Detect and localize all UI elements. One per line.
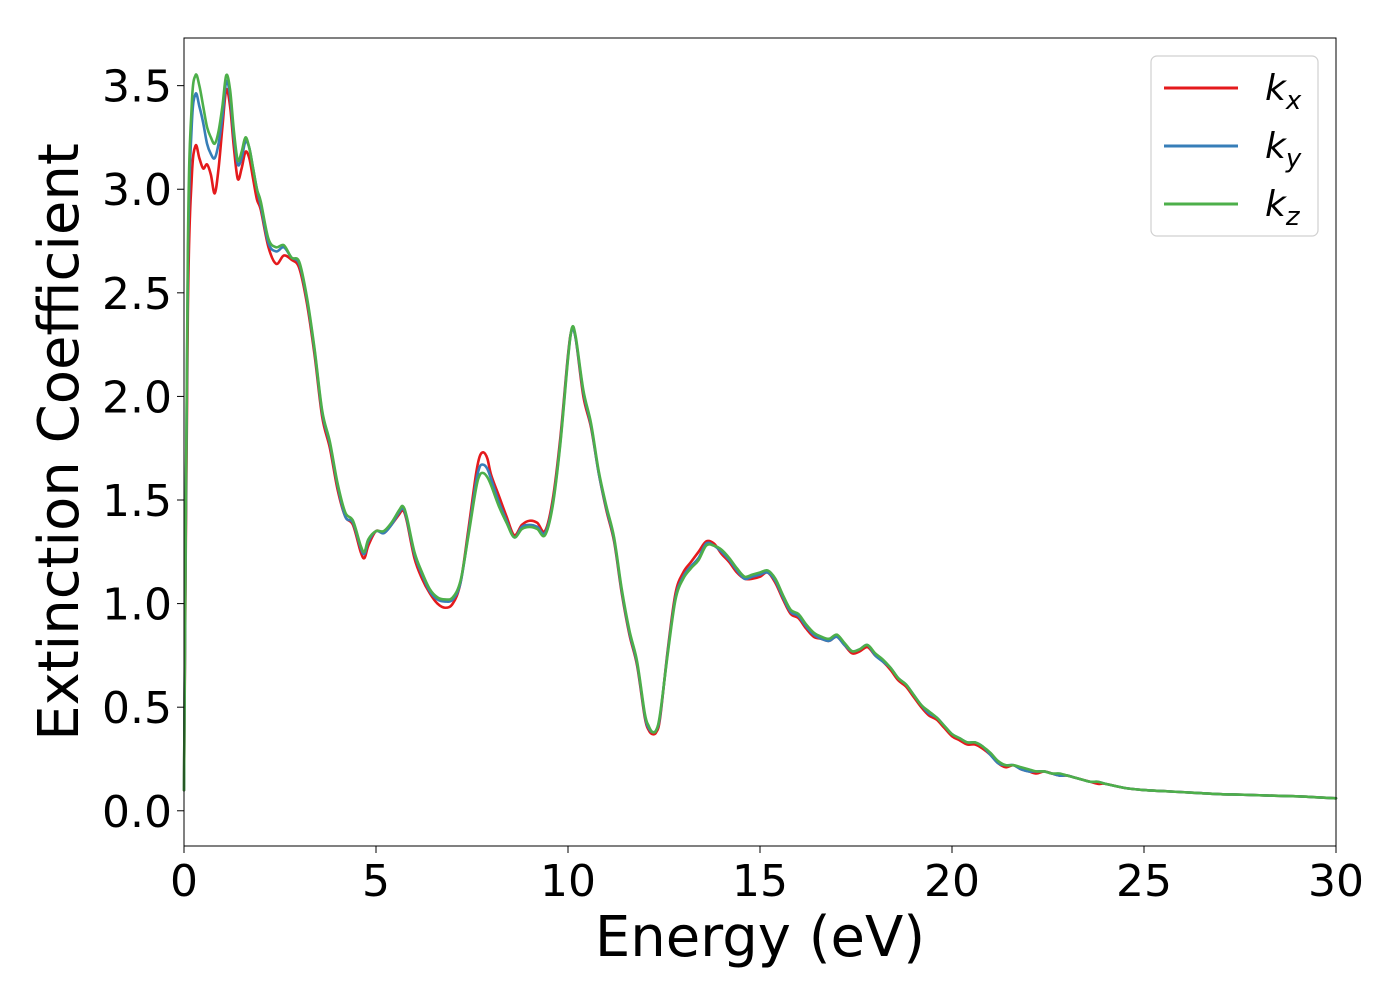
x-axis-ticks: 0 5 10 15 20 25 30	[170, 846, 1364, 907]
y-tick-label: 1.0	[102, 580, 172, 631]
y-axis-title: Extinction Coefficient	[27, 143, 92, 741]
x-tick-label: 0	[170, 856, 198, 907]
y-tick-label: 3.5	[102, 62, 172, 113]
y-tick-label: 0.5	[102, 683, 172, 734]
legend-label-ky: ky	[1265, 126, 1302, 174]
x-tick-label: 25	[1116, 856, 1172, 907]
legend-label-kz: kz	[1265, 184, 1301, 232]
plot-frame	[183, 37, 1337, 847]
y-tick-label: 1.5	[102, 476, 172, 527]
legend: kx ky kz	[1150, 55, 1319, 237]
x-tick-label: 20	[924, 856, 980, 907]
x-tick-label: 5	[362, 856, 390, 907]
y-tick-label: 3.0	[102, 165, 172, 216]
y-tick-label: 2.0	[102, 372, 172, 423]
x-axis-title: Energy (eV)	[595, 905, 925, 970]
series-line-kz	[182, 73, 1338, 800]
y-axis-ticks: 0.0 0.5 1.0 1.5 2.0 2.5 3.0 3.5	[102, 62, 184, 838]
y-tick-label: 0.0	[102, 787, 172, 838]
x-tick-label: 10	[540, 856, 596, 907]
x-tick-label: 30	[1308, 856, 1364, 907]
plot-area	[182, 73, 1338, 800]
y-tick-label: 2.5	[102, 269, 172, 320]
x-tick-label: 15	[732, 856, 788, 907]
legend-label-kx: kx	[1265, 68, 1302, 116]
